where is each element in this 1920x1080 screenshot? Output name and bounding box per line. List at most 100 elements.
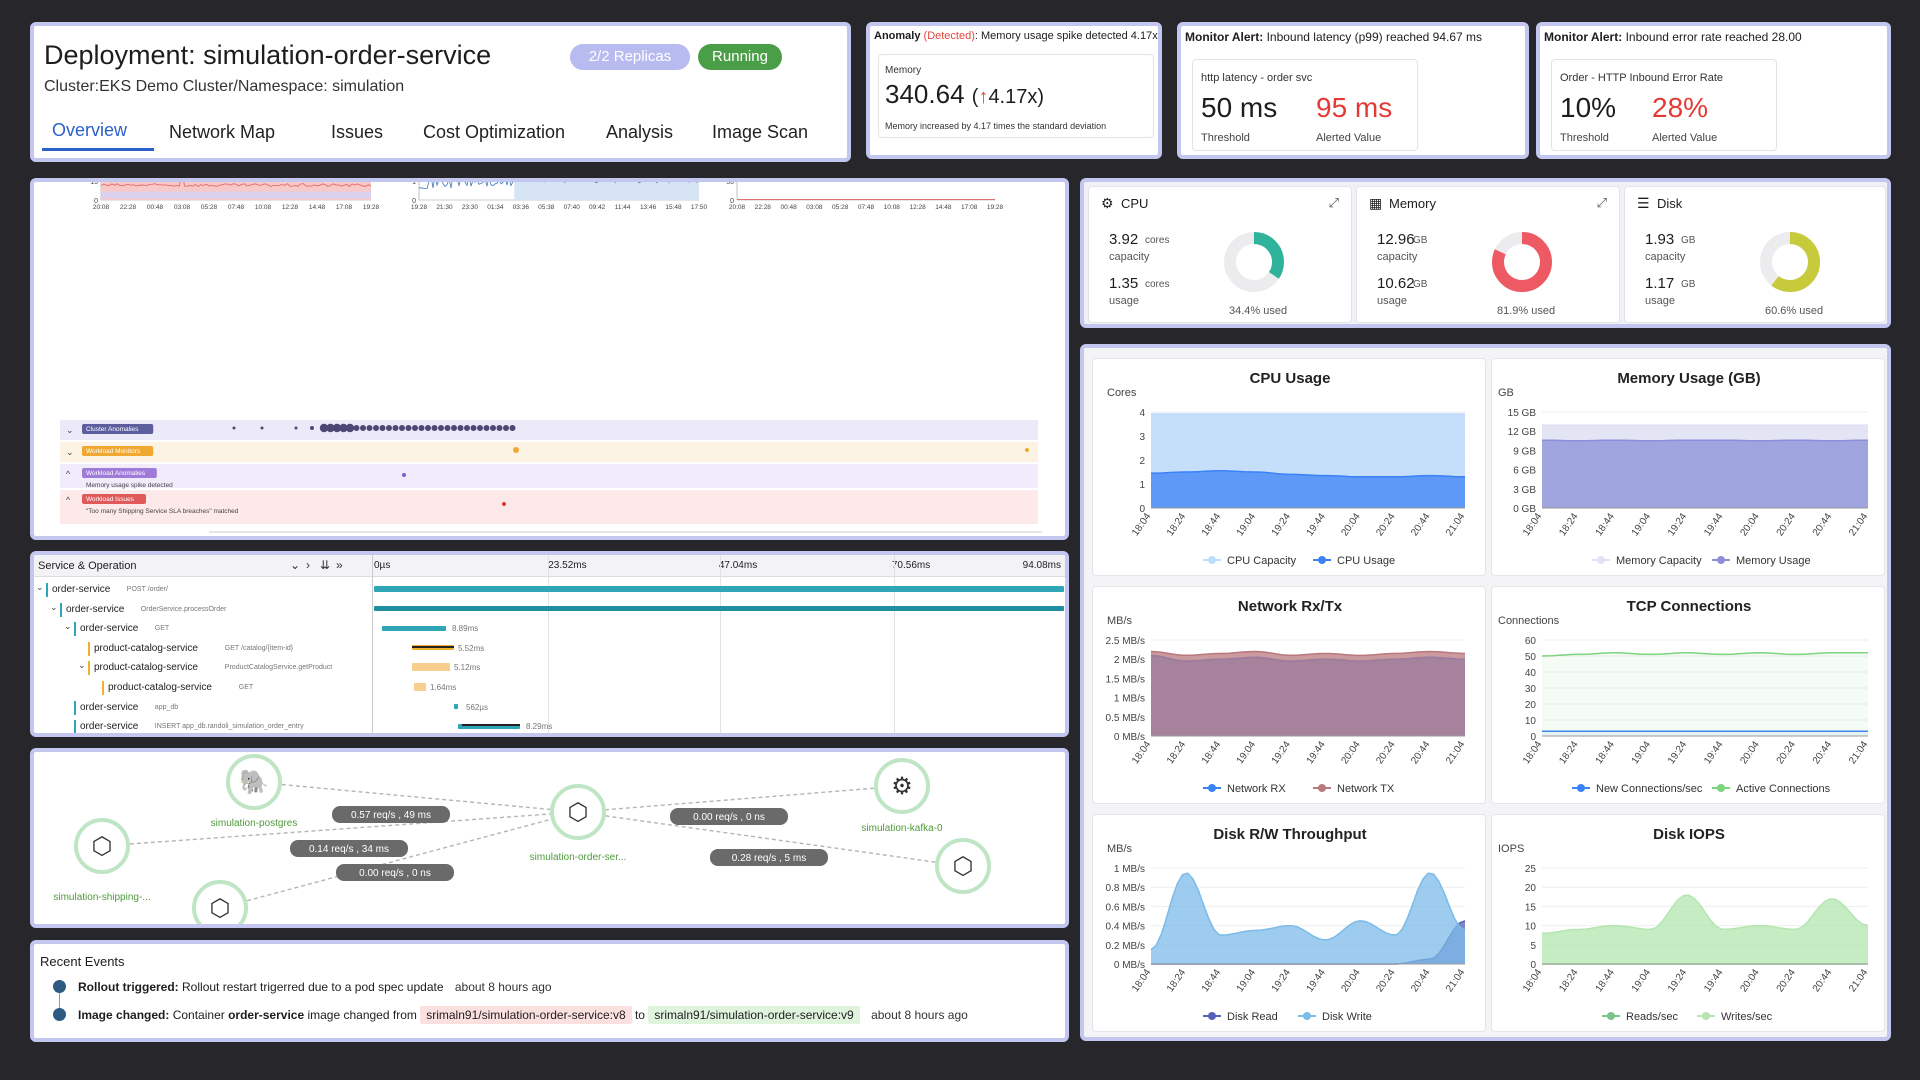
network-edge[interactable] <box>577 785 903 813</box>
legend-marker[interactable] <box>1318 784 1326 792</box>
resource-card-cpu[interactable]: ⚙ CPU ⤢ 3.92 cores capacity 1.35 cores usage 34.4… <box>1088 186 1352 323</box>
row-toggle-icon[interactable]: ⌄ <box>66 425 74 435</box>
trace-span-row[interactable]: product-catalog-service GET /catalog/{ite… <box>34 640 372 658</box>
anomaly-dot[interactable] <box>438 425 444 431</box>
event-image-changed[interactable]: Image changed: Container order-service i… <box>78 1006 968 1024</box>
anomaly-dot[interactable] <box>310 426 314 430</box>
legend-marker[interactable] <box>1318 556 1326 564</box>
span-toggle-icon[interactable]: ⌄ <box>64 621 72 632</box>
anomaly-dot[interactable] <box>360 425 366 431</box>
legend-marker[interactable] <box>1702 1012 1710 1020</box>
anomaly-dot[interactable] <box>392 425 399 431</box>
anomaly-dot[interactable] <box>326 423 335 433</box>
event-rollout[interactable]: Rollout triggered: Rollout restart trige… <box>78 980 552 994</box>
anomaly-dot[interactable] <box>373 425 379 431</box>
span-bar[interactable] <box>382 625 446 631</box>
resource-card-disk[interactable]: ☰ Disk 1.93 GB capacity 1.17 GB usage 60.6% used <box>1624 186 1886 323</box>
span-bar[interactable] <box>412 645 454 651</box>
anomaly-dot[interactable] <box>498 426 502 430</box>
network-edge[interactable] <box>253 781 579 813</box>
service-node[interactable] <box>935 838 991 894</box>
anomaly-dot[interactable] <box>509 425 516 431</box>
postgres-node[interactable] <box>226 754 282 810</box>
row-toggle-icon[interactable]: ^ <box>66 469 71 479</box>
row-toggle-icon[interactable]: ^ <box>66 495 71 505</box>
anomaly-dot[interactable] <box>412 425 418 431</box>
order-service-node[interactable] <box>550 784 606 840</box>
network-edge[interactable] <box>219 811 579 909</box>
legend-marker[interactable] <box>1597 556 1605 564</box>
monitor-dot[interactable] <box>513 447 519 453</box>
collapse-all-icon[interactable]: ⇊ <box>320 558 331 572</box>
trace-span-row[interactable]: ⌄ order-service GET <box>34 620 372 638</box>
legend-marker[interactable] <box>1208 1012 1216 1020</box>
anomaly-dot[interactable] <box>483 425 490 431</box>
anomaly-dot[interactable] <box>464 425 470 431</box>
anomaly-dot[interactable] <box>366 425 373 431</box>
anomaly-dot[interactable] <box>232 426 236 430</box>
span-bar[interactable] <box>414 683 426 691</box>
tab-analysis[interactable]: Analysis <box>606 122 674 142</box>
anomaly-dot[interactable] <box>399 425 405 431</box>
anomaly-dot[interactable] <box>503 425 509 431</box>
legend-marker[interactable] <box>1717 556 1725 564</box>
anomaly-dot[interactable] <box>444 425 451 431</box>
anomaly-dot[interactable] <box>294 426 298 430</box>
anomaly-dot[interactable] <box>386 425 392 431</box>
anomaly-dot[interactable] <box>345 423 355 433</box>
tab-network-map[interactable]: Network Map <box>169 122 276 142</box>
tab-image-scan[interactable]: Image Scan <box>712 122 809 142</box>
legend-marker[interactable] <box>1208 784 1216 792</box>
anomaly-dot[interactable] <box>319 423 329 433</box>
anomaly-dot[interactable] <box>418 425 425 431</box>
workload-anomaly-dot[interactable] <box>402 473 406 477</box>
row-toggle-icon[interactable]: ⌄ <box>66 447 74 457</box>
anomaly-dot[interactable] <box>477 425 483 431</box>
service-node[interactable] <box>192 880 248 924</box>
tab-overview[interactable]: Overview <box>52 120 128 140</box>
anomaly-dot[interactable] <box>260 426 264 430</box>
trace-span-row[interactable]: ⌄ order-service OrderService.processOrder <box>34 601 372 619</box>
anomaly-dot[interactable] <box>353 425 360 431</box>
anomaly-dot[interactable] <box>451 425 457 431</box>
legend-marker[interactable] <box>1208 556 1216 564</box>
monitor-alert-card-latency[interactable]: Monitor Alert: Inbound latency (p99) rea… <box>1177 22 1529 159</box>
span-toggle-icon[interactable]: ⌄ <box>78 660 86 671</box>
anomaly-dot[interactable] <box>457 425 464 431</box>
anomaly-dot[interactable] <box>332 423 342 433</box>
trace-span-row[interactable]: ⌄ product-catalog-service ProductCatalogSe… <box>34 659 372 677</box>
monitor-alert-card-error-rate[interactable]: Monitor Alert: Inbound error rate reache… <box>1536 22 1891 159</box>
span-bar[interactable] <box>454 704 458 710</box>
trace-span-row[interactable]: ⌄ order-service POST /order/ <box>34 581 372 599</box>
trace-span-row[interactable]: order-service INSERT app_db.randoli_simul… <box>34 718 372 733</box>
legend-marker[interactable] <box>1303 1012 1311 1020</box>
network-edge[interactable] <box>101 811 579 847</box>
kafka-node[interactable] <box>874 758 930 814</box>
expand-all-icon[interactable]: » <box>336 558 343 572</box>
anomaly-dot[interactable] <box>405 425 412 431</box>
trace-span-row[interactable]: order-service app_db <box>34 699 372 717</box>
issue-dot[interactable] <box>502 502 506 506</box>
span-toggle-icon[interactable]: ⌄ <box>50 601 58 612</box>
expand-icon[interactable]: ⤢ <box>1596 195 1607 210</box>
anomaly-dot[interactable] <box>379 425 386 431</box>
span-bar[interactable] <box>412 663 450 672</box>
expand-icon[interactable]: ⤢ <box>1328 195 1339 210</box>
anomaly-dot[interactable] <box>339 423 348 433</box>
legend-marker[interactable] <box>1607 1012 1615 1020</box>
tab-issues[interactable]: Issues <box>331 122 384 142</box>
anomaly-card[interactable]: Anomaly (Detected): Memory usage spike d… <box>866 22 1162 159</box>
collapse-icon[interactable]: ⌄ <box>290 558 301 572</box>
legend-marker[interactable] <box>1577 784 1585 792</box>
shipping-node[interactable] <box>74 818 130 874</box>
span-toggle-icon[interactable]: ⌄ <box>36 582 44 592</box>
anomaly-dot[interactable] <box>490 425 496 431</box>
network-edge[interactable] <box>577 811 964 867</box>
trace-span-row[interactable]: product-catalog-service GET <box>34 679 372 697</box>
anomaly-dot[interactable] <box>425 425 431 431</box>
resource-card-memory[interactable]: ▦ Memory ⤢ 12.96 GB capacity 10.62 GB usage 81.9%… <box>1356 186 1620 323</box>
span-bar[interactable] <box>374 586 1064 592</box>
span-bar[interactable] <box>374 606 1064 612</box>
tab-cost-optimization[interactable]: Cost Optimization <box>423 122 566 142</box>
legend-marker[interactable] <box>1717 784 1725 792</box>
